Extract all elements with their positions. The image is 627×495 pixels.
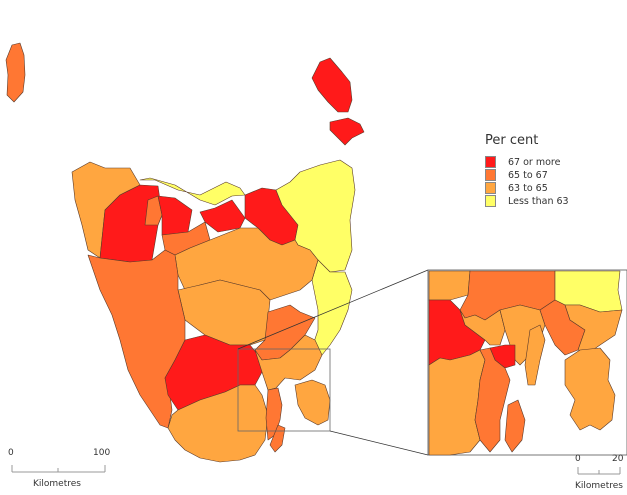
inset-scale-unit: Kilometres [575, 481, 623, 491]
main-scale-end: 100 [93, 448, 111, 458]
legend-swatch [485, 156, 496, 168]
main-scale-unit: Kilometres [33, 479, 81, 489]
inset-scale-start: 0 [575, 454, 581, 464]
region-bruny [269, 424, 286, 453]
region-huon [167, 384, 269, 463]
connector-line-top [237, 269, 429, 350]
legend: Per cent 67 or more 65 to 67 63 to 65 Le… [485, 133, 569, 208]
legend-swatch [485, 182, 496, 194]
region-north-east [275, 159, 356, 273]
inset-scale-end: 20 [612, 454, 624, 464]
region-burnie [157, 195, 193, 236]
region-east-coast [311, 259, 353, 356]
legend-label: 65 to 67 [508, 169, 548, 181]
connector-line-bottom [329, 430, 429, 456]
main-scale-start: 0 [8, 448, 14, 458]
region-devonport [199, 199, 246, 233]
legend-swatch [485, 169, 496, 181]
legend-label: 63 to 65 [508, 182, 548, 194]
region-nw-small [144, 195, 163, 226]
legend-item: 67 or more [485, 156, 569, 168]
region-tasman-peninsula [294, 379, 331, 426]
legend-label: 67 or more [508, 156, 561, 168]
inset-locator-box [237, 348, 331, 432]
inset-scale-bar [577, 467, 621, 475]
region-north-coast-yellow [139, 177, 246, 206]
region-king-island [5, 42, 26, 103]
region-central-highlands [177, 279, 271, 346]
legend-title: Per cent [485, 133, 539, 148]
region-cape-barren [329, 117, 365, 146]
legend-item: Less than 63 [485, 195, 569, 207]
inset-map [427, 269, 627, 456]
region-flinders-island [311, 57, 353, 113]
region-west-coast [87, 249, 186, 429]
legend-item: 65 to 67 [485, 169, 569, 181]
legend-label: Less than 63 [508, 195, 569, 207]
main-scale-bar [11, 465, 106, 473]
legend-item: 63 to 65 [485, 182, 569, 194]
legend-swatch [485, 195, 496, 207]
